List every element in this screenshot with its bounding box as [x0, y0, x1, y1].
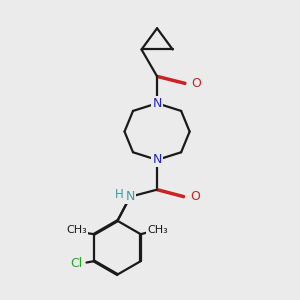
Text: N: N	[152, 97, 162, 110]
Text: N: N	[125, 190, 135, 203]
Text: N: N	[152, 153, 162, 167]
Text: O: O	[191, 77, 201, 90]
Text: O: O	[190, 190, 200, 203]
Text: CH₃: CH₃	[66, 225, 87, 235]
Text: H: H	[115, 188, 124, 201]
Text: CH₃: CH₃	[147, 225, 168, 235]
Text: Cl: Cl	[70, 257, 82, 271]
